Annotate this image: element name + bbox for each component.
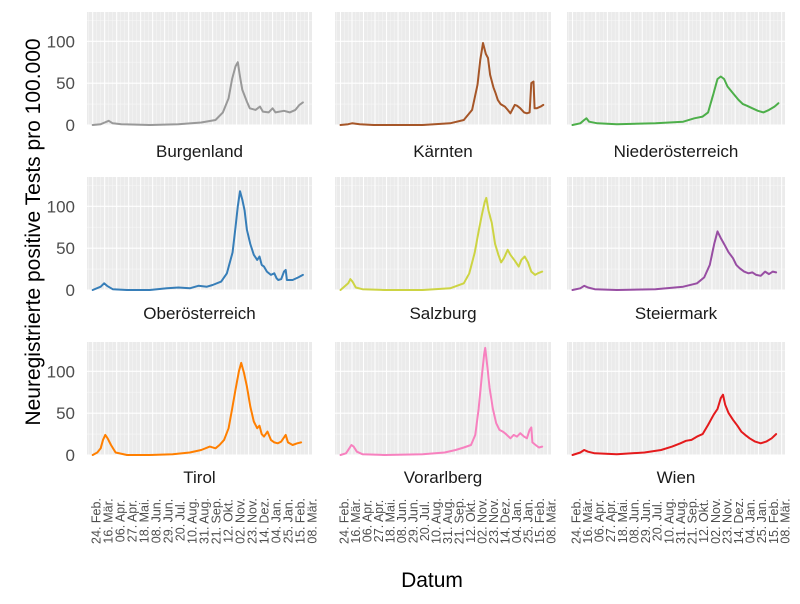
panel-kärnten: Kärnten [335, 12, 551, 161]
x-tick-label: 08. Jun. [395, 499, 409, 543]
x-tick-label: 15. Feb. [293, 498, 307, 544]
y-tick-label: 0 [66, 116, 75, 135]
x-tick-label: 18. Mai. [383, 499, 397, 543]
x-tick-label: 25. Jan. [281, 499, 295, 543]
x-tick-label: 12. Okt. [221, 499, 235, 543]
x-tick-label: 20. Jul. [173, 501, 187, 541]
x-tick-label: 06. Apr. [593, 500, 607, 542]
x-tick-label: 21. Sep. [209, 498, 223, 545]
strip-label: Burgenland [156, 142, 243, 161]
x-tick-label: 02. Nov. [475, 498, 489, 544]
panel-burgenland: 0 50 100 Burgenland [47, 12, 312, 161]
x-tick-label: 31. Aug. [674, 498, 688, 544]
x-tick-label: 14. Dez. [257, 498, 271, 545]
x-tick-label: 16. Mär. [349, 498, 363, 543]
x-tick-label: 27. Apr. [372, 500, 386, 542]
x-tick-label: 10. Aug. [185, 498, 199, 544]
x-tick-label: 18. Mai. [616, 499, 630, 543]
x-tick-label: 15. Feb. [767, 498, 781, 544]
x-tick-label: 24. Feb. [337, 498, 351, 544]
series-line-wien [571, 393, 778, 456]
x-tick-label: 31. Aug. [441, 498, 455, 544]
strip-label: Vorarlberg [404, 468, 482, 487]
x-tick-label: 27. Apr. [604, 500, 618, 542]
x-tick-label: 20. Jul. [418, 501, 432, 541]
x-tick-label: 04. Jan. [510, 499, 524, 543]
x-tick-label: 06. Apr. [360, 500, 374, 542]
facet-panels: 0 50 100 Burgenland Kärnten Niederösterreich 0… [47, 12, 792, 545]
x-tick-label: 12. Okt. [697, 499, 711, 543]
strip-label: Wien [657, 468, 696, 487]
y-tick-label: 100 [47, 362, 75, 381]
series-line-tirol [91, 361, 303, 456]
y-tick-label: 100 [47, 32, 75, 51]
x-tick-label: 20. Jul. [651, 501, 665, 541]
series-line-steiermark [571, 230, 778, 291]
x-tick-label: 02. Nov. [233, 498, 247, 544]
x-tick-label: 15. Feb. [533, 498, 547, 544]
strip-label: Tirol [183, 468, 215, 487]
strip-label: Salzburg [409, 304, 476, 323]
x-tick-label: 23. Nov. [487, 498, 501, 544]
x-tick-label: 16. Mär. [581, 498, 595, 543]
x-tick-label: 25. Jan. [521, 499, 535, 543]
x-tick-label: 23. Nov. [245, 498, 259, 544]
x-tick-label: 27. Apr. [125, 500, 139, 542]
y-tick-label: 50 [56, 239, 75, 258]
x-tick-label: 29. Jun. [161, 499, 175, 543]
x-tick-label: 14. Dez. [732, 498, 746, 545]
x-tick-label: 08. Mär. [545, 498, 559, 543]
x-axis-title: Datum [401, 569, 463, 592]
series-line-niederösterreich [571, 75, 780, 126]
x-tick-label: 10. Aug. [662, 498, 676, 544]
x-tick-label: 08. Mär. [305, 498, 319, 543]
y-axis-title: Neuregistrierte positive Tests pro 100.0… [22, 38, 45, 425]
strip-label: Steiermark [635, 304, 718, 323]
x-tick-label: 04. Jan. [269, 499, 283, 543]
panel-vorarlberg: Vorarlberg 24. Feb.16. Mär.06. Apr.27. Ap… [335, 342, 559, 544]
y-tick-label: 50 [56, 74, 75, 93]
strip-label: Kärnten [413, 142, 473, 161]
x-tick-label: 24. Feb. [90, 498, 104, 544]
series-line-kärnten [339, 42, 545, 126]
x-tick-label: 18. Mai. [137, 499, 151, 543]
y-tick-label: 50 [56, 404, 75, 423]
x-tick-label: 21. Sep. [686, 498, 700, 545]
x-tick-label: 21. Sep. [452, 498, 466, 545]
y-tick-label: 0 [66, 281, 75, 300]
x-tick-label: 10. Aug. [429, 498, 443, 544]
panel-wien: Wien 24. Feb.16. Mär.06. Apr.27. Apr.18. … [567, 342, 792, 544]
panel-niederösterreich: Niederösterreich [567, 12, 785, 161]
strip-label: Niederösterreich [614, 142, 739, 161]
series-line-salzburg [339, 196, 544, 291]
y-tick-label: 0 [66, 446, 75, 465]
series-line-burgenland [91, 61, 304, 126]
panel-oberösterreich: 0 50 100 Oberösterreich [47, 177, 312, 323]
x-tick-label: 06. Apr. [113, 500, 127, 542]
x-tick-label: 25. Jan. [755, 499, 769, 543]
x-tick-label: 02. Nov. [709, 498, 723, 544]
x-tick-label: 29. Jun. [639, 499, 653, 543]
panel-salzburg: Salzburg [335, 177, 551, 323]
x-tick-label: 29. Jun. [406, 499, 420, 543]
x-tick-label: 04. Jan. [744, 499, 758, 543]
strip-label: Oberösterreich [143, 304, 255, 323]
x-tick-label: 23. Nov. [720, 498, 734, 544]
x-tick-label: 08. Jun. [627, 499, 641, 543]
x-tick-label: 24. Feb. [569, 498, 583, 544]
x-tick-label: 16. Mär. [101, 498, 115, 543]
x-tick-label: 31. Aug. [197, 498, 211, 544]
series-line-vorarlberg [339, 346, 544, 456]
x-tick-label: 08. Mär. [778, 498, 792, 543]
panel-steiermark: Steiermark [567, 177, 785, 323]
x-tick-label: 14. Dez. [498, 498, 512, 545]
series-line-oberösterreich [91, 190, 304, 291]
panel-tirol: 0 50 100 Tirol 24. Feb.16. Mär.06. Apr.27. A… [47, 342, 319, 545]
x-tick-label: 08. Jun. [149, 499, 163, 543]
x-tick-label: 12. Okt. [464, 499, 478, 543]
y-tick-label: 100 [47, 197, 75, 216]
